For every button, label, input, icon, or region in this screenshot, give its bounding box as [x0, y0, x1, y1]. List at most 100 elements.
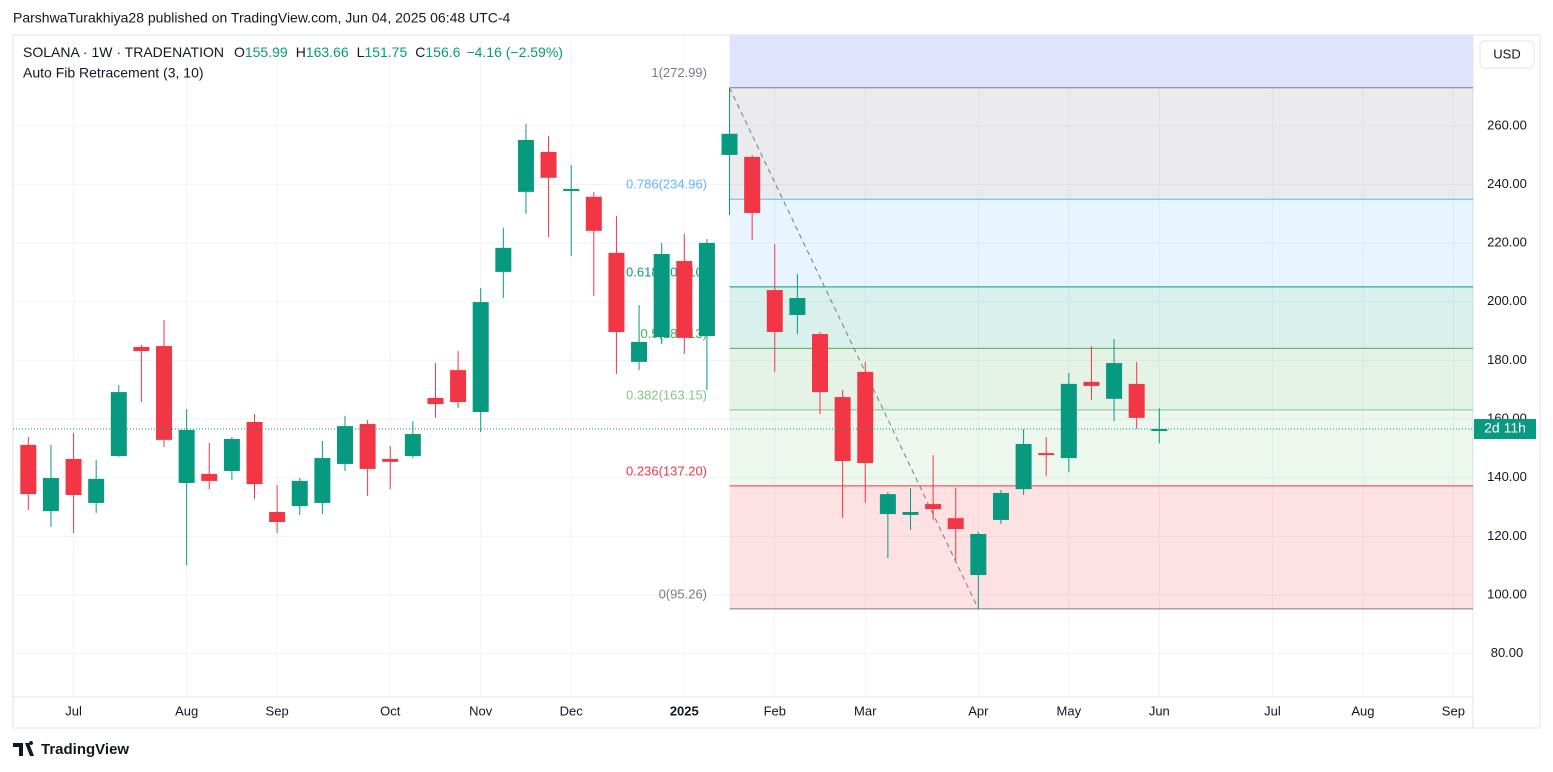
- fib-band: [729, 286, 1473, 349]
- candle-body: [314, 458, 331, 503]
- candle-body: [1128, 383, 1145, 418]
- candle-body: [744, 156, 761, 213]
- x-tick-label: Feb: [764, 703, 786, 718]
- currency-button[interactable]: [1479, 40, 1535, 69]
- ohlc-value: 156.6: [425, 44, 460, 60]
- x-tick-label: Sep: [1442, 703, 1465, 718]
- change: −4.16 (−2.59%): [466, 44, 563, 60]
- indicator-name: Auto Fib Retracement (3, 10): [23, 65, 204, 81]
- brand-logo: TradingView: [13, 741, 129, 758]
- candle-body: [495, 247, 512, 272]
- candle-body: [789, 297, 806, 315]
- y-tick-label: 80.00: [1491, 645, 1524, 660]
- y-tick-label: 260.00: [1487, 117, 1527, 132]
- x-tick-label: Sep: [266, 703, 289, 718]
- fib-band-top: [729, 35, 1473, 88]
- candle-body: [517, 139, 534, 192]
- candle-body: [947, 518, 964, 530]
- symbol-legend: SOLANA · 1W · TRADENATION O155.99 H163.66 L…: [23, 44, 563, 60]
- candle-body: [563, 188, 580, 191]
- fib-trend-line: [729, 87, 979, 610]
- candle-body: [20, 444, 37, 495]
- countdown-label: 2d 11h: [1484, 420, 1526, 436]
- candle-body: [585, 196, 602, 231]
- countdown-tag: [1474, 419, 1536, 440]
- y-tick-label: 200.00: [1487, 293, 1527, 308]
- candle-body: [42, 477, 59, 512]
- x-tick-label: Nov: [469, 703, 493, 718]
- symbol: SOLANA · 1W · TRADENATION: [23, 44, 224, 60]
- y-tick-label: 100.00: [1487, 586, 1527, 601]
- candle-body: [834, 397, 851, 461]
- x-tick-label: Aug: [175, 703, 198, 718]
- fib-band: [729, 348, 1473, 410]
- candles: [13, 87, 1473, 609]
- candle-body: [427, 397, 444, 405]
- candle-body: [291, 480, 308, 507]
- candle-body: [970, 533, 987, 576]
- ohlc-key: O: [234, 44, 245, 60]
- fib-band: [729, 199, 1473, 287]
- candle-body: [1038, 453, 1055, 456]
- ohlc-key: H: [296, 44, 306, 60]
- candle-body: [156, 346, 173, 440]
- candle-body: [404, 434, 421, 457]
- candle-body: [178, 429, 195, 483]
- x-tick-label: Jul: [1264, 703, 1281, 718]
- x-tick-label: Aug: [1351, 703, 1374, 718]
- candle-body: [88, 478, 105, 503]
- candle-body: [201, 473, 218, 481]
- candle-body: [992, 492, 1009, 520]
- grid: [13, 35, 1473, 697]
- fib-band: [729, 87, 1473, 200]
- x-tick-label: Apr: [968, 703, 989, 718]
- x-tick-label: Mar: [854, 703, 877, 718]
- ohlc-key: C: [415, 44, 425, 60]
- x-tick-label: Oct: [380, 703, 401, 718]
- candle-body: [925, 504, 942, 510]
- candle-body: [1106, 363, 1123, 399]
- candle-body: [110, 392, 127, 457]
- ohlc-value: 155.99: [245, 44, 288, 60]
- x-tick-label: 2025: [670, 703, 699, 718]
- candle-body: [766, 290, 783, 332]
- y-tick-label: 120.00: [1487, 528, 1527, 543]
- candle-body: [382, 458, 399, 462]
- published-note: ParshwaTurakhiya28 published on TradingV…: [13, 10, 511, 26]
- candle-body: [879, 494, 896, 515]
- logo-mark: [13, 741, 34, 756]
- candle-body: [812, 334, 829, 393]
- candle-body: [1060, 383, 1077, 459]
- ohlc-key: L: [357, 44, 365, 60]
- candle-body: [721, 133, 738, 155]
- candle-body: [336, 426, 353, 464]
- x-tick-label: Jul: [65, 703, 82, 718]
- candle-body: [65, 458, 82, 495]
- ohlc-value: 163.66: [306, 44, 349, 60]
- candle-body: [540, 151, 557, 178]
- ohlc-value: 151.75: [364, 44, 407, 60]
- y-tick-label: 140.00: [1487, 469, 1527, 484]
- candle-body: [1015, 443, 1032, 490]
- fib-label: 0.382(163.15): [626, 387, 707, 402]
- candle-body: [608, 252, 625, 332]
- candle-body: [269, 512, 286, 522]
- fib-label: 0.236(137.20): [626, 463, 707, 478]
- fib-label: 0.786(234.96): [626, 177, 707, 192]
- x-tick-label: Jun: [1149, 703, 1170, 718]
- fib-band: [729, 485, 1473, 609]
- fib-label: 0.5(184.13): [641, 326, 708, 341]
- candle-body: [653, 254, 670, 337]
- candle-body: [472, 302, 489, 413]
- candle-body: [450, 370, 467, 403]
- currency-label[interactable]: USD: [1493, 46, 1520, 61]
- candle-body: [631, 341, 648, 362]
- x-tick-label: May: [1057, 703, 1082, 718]
- x-tick-label: Dec: [560, 703, 584, 718]
- axes: 80.00100.00120.00140.00160.00180.00200.0…: [65, 117, 1536, 718]
- fib-band: [729, 409, 1473, 486]
- fib-label: 1(272.99): [651, 65, 707, 80]
- fib-label: 0(95.26): [659, 586, 707, 601]
